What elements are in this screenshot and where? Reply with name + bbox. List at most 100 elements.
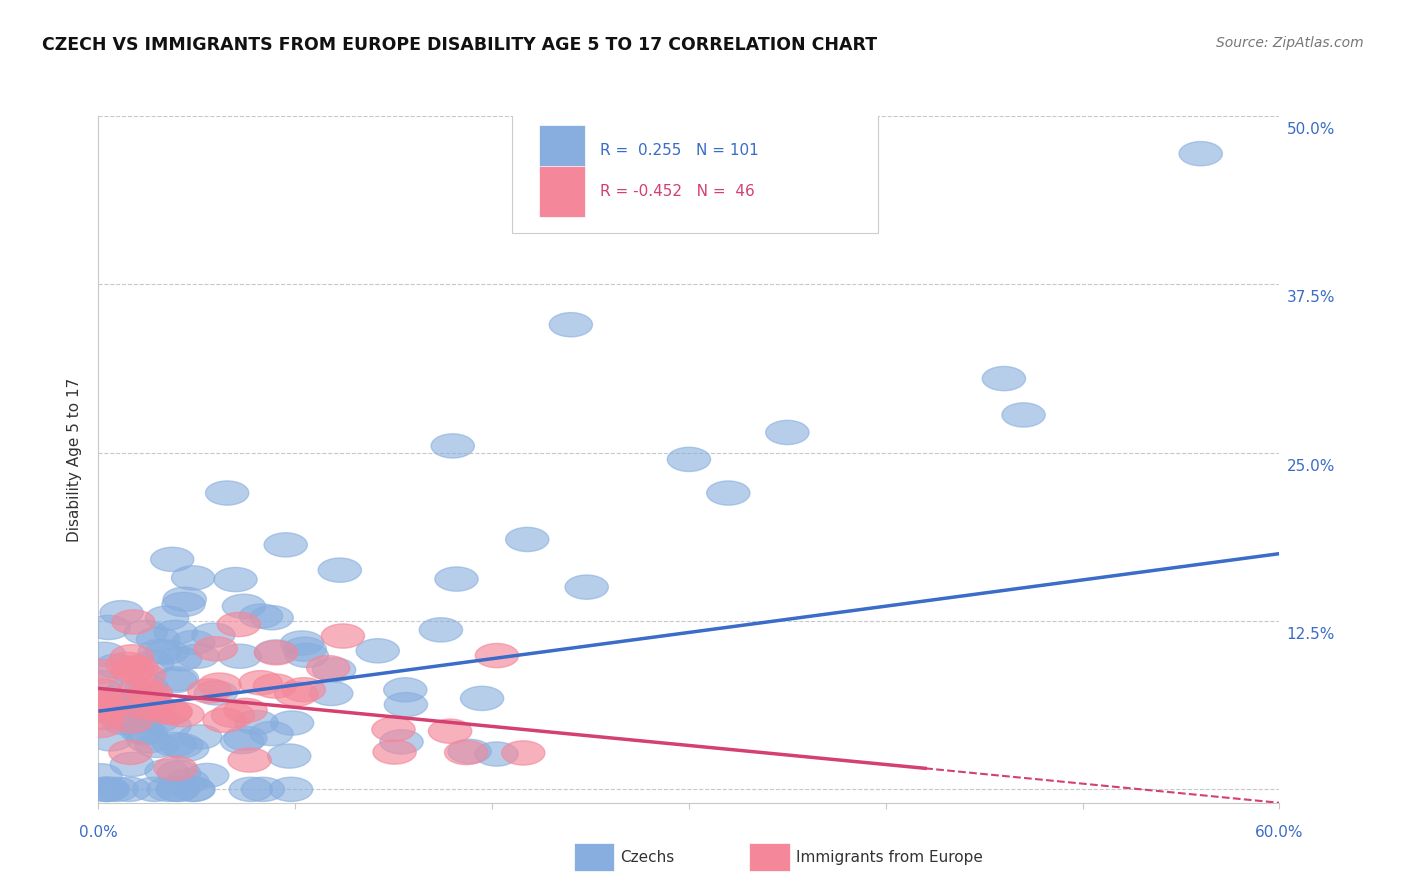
Ellipse shape [166,737,208,761]
Ellipse shape [149,699,193,724]
Ellipse shape [153,668,197,693]
Ellipse shape [124,721,167,745]
Ellipse shape [267,744,311,768]
Ellipse shape [460,686,503,711]
Ellipse shape [565,575,609,599]
Ellipse shape [444,740,488,764]
Ellipse shape [84,697,128,722]
Ellipse shape [449,739,491,764]
Ellipse shape [309,681,353,706]
Ellipse shape [380,730,423,754]
Text: Czechs: Czechs [620,850,675,864]
Ellipse shape [160,733,202,757]
Ellipse shape [218,644,262,668]
Ellipse shape [283,637,326,661]
Text: R =  0.255   N = 101: R = 0.255 N = 101 [600,143,759,158]
Ellipse shape [202,708,246,732]
Ellipse shape [148,777,190,801]
Ellipse shape [172,777,215,801]
Ellipse shape [118,709,162,733]
Ellipse shape [668,447,710,472]
Ellipse shape [1180,142,1222,166]
Ellipse shape [163,587,207,611]
Ellipse shape [250,606,294,630]
Ellipse shape [124,620,167,645]
Ellipse shape [356,639,399,663]
Ellipse shape [217,613,260,637]
FancyBboxPatch shape [538,166,585,217]
Ellipse shape [312,657,356,682]
Ellipse shape [205,481,249,505]
Ellipse shape [274,681,318,706]
Ellipse shape [138,640,181,664]
Ellipse shape [129,681,173,706]
Ellipse shape [221,730,264,754]
Ellipse shape [127,729,170,753]
Ellipse shape [145,759,188,783]
Ellipse shape [156,777,200,801]
Ellipse shape [118,676,162,701]
Ellipse shape [86,777,129,801]
Ellipse shape [264,533,308,557]
Ellipse shape [153,732,195,756]
Ellipse shape [125,675,169,699]
Ellipse shape [384,678,427,702]
Ellipse shape [371,717,415,741]
Ellipse shape [707,481,749,505]
Ellipse shape [87,615,131,640]
Ellipse shape [80,691,124,715]
Ellipse shape [148,714,191,738]
Ellipse shape [373,740,416,764]
Ellipse shape [211,703,254,728]
Ellipse shape [105,679,149,703]
Ellipse shape [475,742,519,766]
Ellipse shape [172,566,215,590]
Ellipse shape [285,643,329,667]
Ellipse shape [131,650,174,675]
Ellipse shape [96,777,138,801]
Ellipse shape [89,727,132,751]
Ellipse shape [111,694,155,719]
Ellipse shape [110,645,153,669]
Ellipse shape [132,777,176,801]
Ellipse shape [235,710,278,735]
Ellipse shape [136,627,180,651]
Ellipse shape [242,777,284,801]
Ellipse shape [191,623,235,648]
Ellipse shape [122,686,166,710]
Ellipse shape [135,733,179,757]
Ellipse shape [107,777,150,801]
Ellipse shape [172,777,215,801]
Ellipse shape [1002,403,1045,427]
Ellipse shape [224,698,267,723]
Text: CZECH VS IMMIGRANTS FROM EUROPE DISABILITY AGE 5 TO 17 CORRELATION CHART: CZECH VS IMMIGRANTS FROM EUROPE DISABILI… [42,36,877,54]
Ellipse shape [115,656,159,680]
Ellipse shape [79,679,122,703]
Ellipse shape [82,706,124,730]
Ellipse shape [153,620,197,645]
Ellipse shape [384,692,427,716]
FancyBboxPatch shape [538,125,585,176]
Ellipse shape [254,640,298,665]
Ellipse shape [145,606,188,631]
Text: Source: ZipAtlas.com: Source: ZipAtlas.com [1216,36,1364,50]
Text: 37.5%: 37.5% [1286,290,1334,305]
Ellipse shape [136,708,179,732]
Ellipse shape [159,647,202,671]
Ellipse shape [150,548,194,572]
Ellipse shape [983,367,1025,391]
Ellipse shape [166,769,209,794]
Ellipse shape [122,664,166,688]
Ellipse shape [80,671,124,695]
Text: R = -0.452   N =  46: R = -0.452 N = 46 [600,184,755,199]
Text: 60.0%: 60.0% [1256,825,1303,840]
Ellipse shape [100,600,143,624]
Ellipse shape [108,740,152,764]
Ellipse shape [307,656,350,680]
Ellipse shape [198,673,242,698]
Ellipse shape [110,708,153,733]
Ellipse shape [318,558,361,582]
Ellipse shape [270,777,312,801]
Ellipse shape [321,624,364,648]
Ellipse shape [96,704,139,728]
